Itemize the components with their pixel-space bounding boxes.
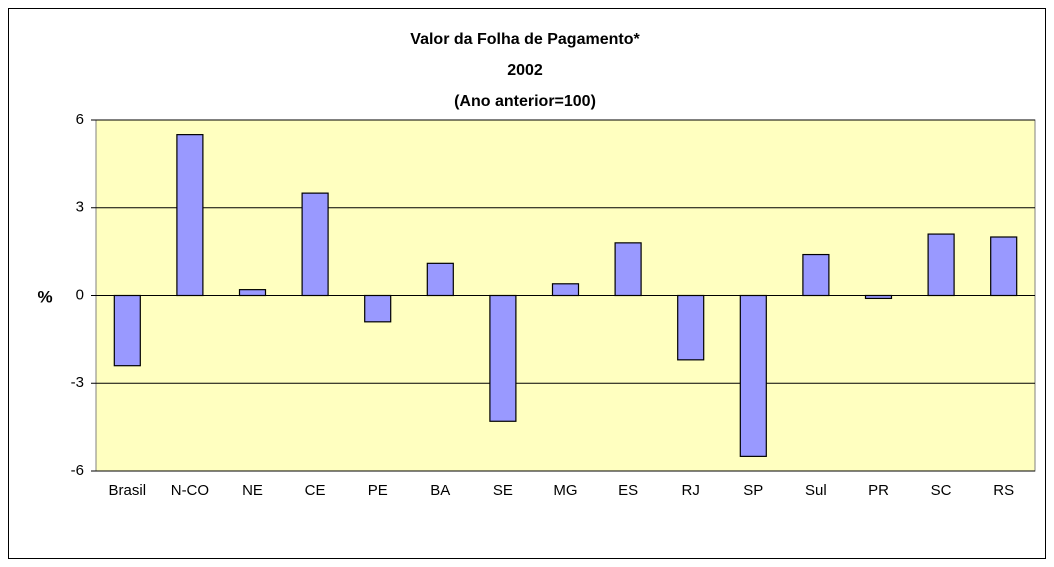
y-tick-label: 0	[76, 286, 84, 303]
y-tick-label: 3	[76, 199, 84, 216]
chart-title: (Ano anterior=100)	[454, 93, 596, 110]
y-tick-label: 6	[76, 111, 84, 128]
y-axis-label: %	[37, 287, 52, 306]
bar	[802, 253, 830, 297]
bar	[677, 294, 705, 361]
bar	[551, 283, 580, 297]
x-tick-label: Brasil	[109, 482, 147, 499]
bar	[927, 233, 955, 297]
y-tick-label: -6	[71, 462, 84, 479]
bar	[426, 262, 454, 297]
bar	[990, 236, 1018, 297]
chart-title: 2002	[507, 62, 543, 79]
x-tick-label: N-CO	[171, 482, 209, 499]
x-tick-label: MG	[553, 482, 577, 499]
x-tick-label: RJ	[682, 482, 700, 499]
chart-title: Valor da Folha de Pagamento*	[410, 31, 640, 48]
x-tick-label: SP	[743, 482, 763, 499]
x-tick-label: RS	[993, 482, 1014, 499]
bar	[489, 294, 517, 422]
x-tick-label: PR	[868, 482, 889, 499]
bar	[864, 294, 893, 300]
bar	[301, 192, 329, 297]
x-tick-label: SE	[493, 482, 513, 499]
bar	[176, 134, 204, 297]
bar	[364, 294, 392, 323]
x-tick-label: CE	[305, 482, 326, 499]
bar	[614, 242, 642, 297]
x-tick-label: BA	[430, 482, 450, 499]
y-tick-label: -3	[71, 374, 84, 391]
x-tick-label: SC	[931, 482, 952, 499]
x-tick-label: NE	[242, 482, 263, 499]
x-tick-label: ES	[618, 482, 638, 499]
x-tick-label: Sul	[805, 482, 827, 499]
bar	[739, 294, 767, 457]
bar	[238, 289, 267, 297]
x-tick-label: PE	[368, 482, 388, 499]
bar	[113, 294, 141, 367]
